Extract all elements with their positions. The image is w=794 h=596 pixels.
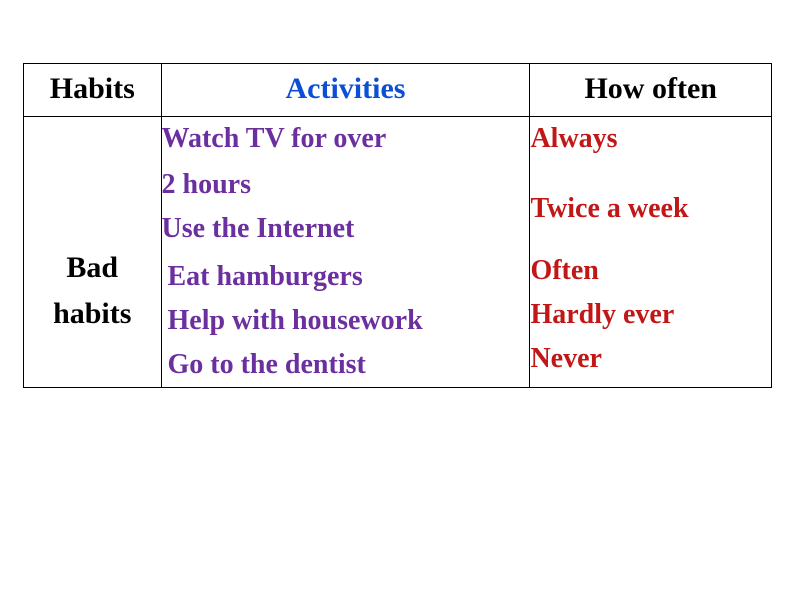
activity-4: Help with housework [168,299,530,343]
frequency-3: Often [530,249,771,293]
spacer [530,161,771,187]
header-howoften: How often [530,64,772,117]
activity-2: Use the Internet [162,207,530,251]
activity-1-line1: Watch TV for over [162,117,530,161]
spacer [530,231,771,249]
row-label: Bad habits [24,117,161,337]
howoften-cell: Always Twice a week Often Hardly ever Ne… [530,117,772,388]
header-activities: Activities [161,64,530,117]
activity-1-line2: 2 hours [162,163,530,207]
frequency-2: Twice a week [530,187,771,231]
table-header-row: Habits Activities How often [24,64,772,117]
activities-cell: Watch TV for over 2 hours Use the Intern… [161,117,530,388]
header-habits: Habits [24,64,162,117]
row-label-line1: Bad [66,251,118,284]
row-label-line2: habits [53,297,131,330]
frequency-5: Never [530,337,771,381]
table-row: Bad habits Watch TV for over 2 hours Use… [24,117,772,388]
activity-3: Eat hamburgers [168,255,530,299]
frequency-1: Always [530,117,771,161]
row-label-cell: Bad habits [24,117,162,388]
habits-table: Habits Activities How often Bad habits W… [23,63,772,388]
activity-5: Go to the dentist [168,343,530,387]
frequency-4: Hardly ever [530,293,771,337]
